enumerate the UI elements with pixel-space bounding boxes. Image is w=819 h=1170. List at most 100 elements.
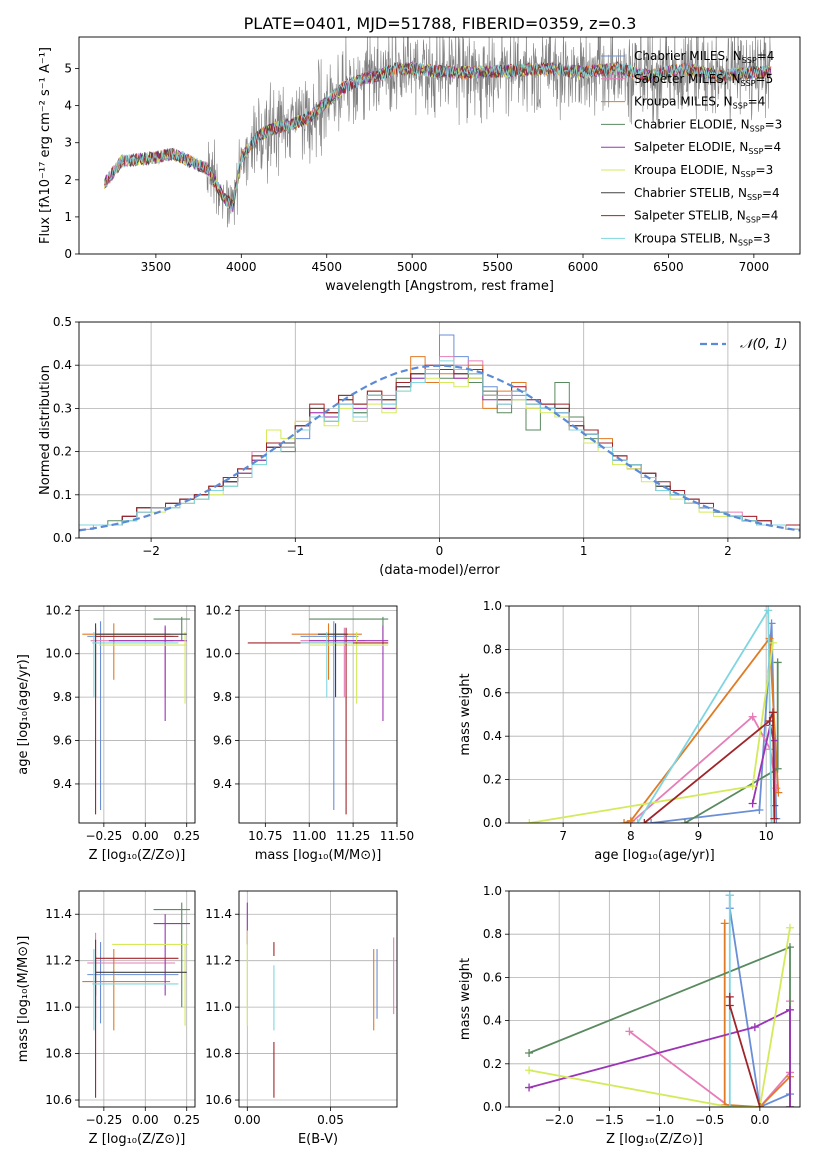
residuals-xtick-label: 0 <box>436 544 444 558</box>
legend-label-sub: SSP <box>748 147 763 156</box>
mass_weight_vs_Z-frame <box>508 890 801 1108</box>
mass_weight_vs_age-plot-area <box>509 606 800 823</box>
weight-marker <box>647 819 656 823</box>
legend-label-suffix: =3 <box>753 231 771 245</box>
weight-marker <box>765 717 774 726</box>
legend-label-suffix: =5 <box>756 72 774 86</box>
legend-label-text: Salpeter ELODIE, N <box>634 140 748 154</box>
spectrum-xtick-label: 6500 <box>653 260 684 274</box>
legend-label-text: Chabrier MILES, N <box>634 49 742 63</box>
legend-label-suffix: =4 <box>757 49 775 63</box>
weight-marker <box>773 658 782 667</box>
mass_vs_Z-xtick-label: −0.25 <box>85 1113 122 1127</box>
spectrum-xlabel: wavelength [Angstrom, rest frame] <box>325 279 554 294</box>
age_vs_Z-ytick-label: 10.0 <box>45 647 72 661</box>
legend-label-suffix: =3 <box>765 117 783 131</box>
legend-label-sub: SSP <box>747 193 762 202</box>
residuals-xtick-label: −1 <box>286 544 304 558</box>
age_vs_Z-xtick-label: 0.00 <box>132 829 159 843</box>
figure-title: PLATE=0401, MJD=51788, FIBERID=0359, z=0… <box>244 14 637 33</box>
residuals-ytick-label: 0.5 <box>53 315 72 329</box>
mass_vs_EBV-frame <box>238 890 398 1108</box>
mass_vs_EBV-panel: 0.00 0.05 10.6 10.8 11.0 11.2 11.4 E(B-V) <box>205 890 398 1147</box>
mass_weight_vs_Z-ytick-label: 0.0 <box>483 1100 502 1114</box>
legend-label-text: Salpeter MILES, N <box>634 72 741 86</box>
mass_weight_vs_Z-xtick-label: −1.5 <box>595 1113 624 1127</box>
mass_weight_vs_Z-xlabel: Z [log₁₀(Z/Z⊙)] <box>606 1132 703 1147</box>
age_vs_mass-panel: 10.75 11.00 11.25 11.50 9.4 9.6 9.8 10.0 10.2 mas… <box>205 603 414 863</box>
legend-label: Kroupa ELODIE, NSSP=3 <box>634 163 773 179</box>
spectrum-plot-area <box>104 37 772 228</box>
residuals-ytick-label: 0.0 <box>53 531 72 545</box>
legend-label: Chabrier MILES, NSSP=4 <box>634 49 774 65</box>
weight-marker <box>748 782 757 791</box>
mass_weight_vs_Z-ytick-label: 0.4 <box>483 1014 502 1028</box>
weight-marker <box>755 805 764 814</box>
mass_vs_Z-ytick-label: 11.4 <box>45 907 72 921</box>
age_vs_Z-xtick-label: 0.25 <box>173 829 200 843</box>
residuals-xtick-label: 1 <box>580 544 588 558</box>
mass_weight_vs_age-xtick-label: 10 <box>759 829 774 843</box>
mass_vs_Z-ytick-label: 11.0 <box>45 1000 72 1014</box>
spectrum-xtick-label: 6000 <box>568 260 599 274</box>
legend-label-text: Kroupa ELODIE, N <box>634 163 741 177</box>
weight-marker <box>725 992 734 1001</box>
weight-marker <box>525 819 534 823</box>
weight-line <box>623 636 780 823</box>
mass_vs_Z-ytick-label: 10.8 <box>45 1047 72 1061</box>
age_vs_mass-xtick-label: 11.25 <box>336 829 370 843</box>
mass_vs_EBV-xtick-label: 0.05 <box>317 1113 344 1127</box>
legend-label: Salpeter MILES, NSSP=5 <box>634 72 773 88</box>
weight-marker <box>626 816 635 823</box>
weight-marker <box>770 814 779 823</box>
weight-marker <box>620 819 629 823</box>
mass_weight_vs_age-ylabel: mass weight <box>458 673 473 755</box>
age_vs_Z-frame <box>78 605 196 824</box>
spectrum-xtick-label: 5500 <box>482 260 513 274</box>
age_vs_Z-ylabel: age [log₁₀(age/yr)] <box>16 654 31 775</box>
age_vs_mass-ytick-label: 9.8 <box>213 690 232 704</box>
residuals-plot-area <box>79 322 800 538</box>
weight-marker <box>680 819 689 823</box>
residuals-ylabel: Normed distribution <box>38 365 53 495</box>
legend-label-text: Chabrier STELIB, N <box>634 186 747 200</box>
weight-marker <box>785 923 794 932</box>
weight-marker <box>725 891 734 900</box>
mass_vs_Z-xtick-label: 0.25 <box>173 1113 200 1127</box>
mass_vs_EBV-xtick-label: 0.00 <box>234 1113 261 1127</box>
age_vs_mass-plot-area <box>239 606 397 823</box>
mass_vs_EBV-ytick-label: 11.0 <box>205 1000 232 1014</box>
residual-histogram <box>79 360 800 538</box>
spectrum-ytick-label: 0 <box>64 247 72 261</box>
mass_vs_Z-frame <box>78 890 196 1108</box>
age_vs_Z-ytick-label: 9.8 <box>53 690 72 704</box>
residuals-xlabel: (data-model)/error <box>379 563 500 578</box>
age_vs_Z-xlabel: Z [log₁₀(Z/Z⊙)] <box>89 848 186 863</box>
weight-line <box>643 711 776 823</box>
legend-label-suffix: =3 <box>756 163 774 177</box>
mass_vs_Z-panel: −0.25 0.00 0.25 10.6 10.8 11.0 11.2 11.4 Z [log₁… <box>16 890 200 1147</box>
spectrum-xtick-label: 3500 <box>141 260 172 274</box>
legend-label: Salpeter STELIB, NSSP=4 <box>634 209 778 225</box>
age_vs_Z-xtick-label: −0.25 <box>85 829 122 843</box>
mass_vs_EBV-xlabel: E(B-V) <box>298 1132 338 1147</box>
legend-label-text: Kroupa MILES, N <box>634 95 733 109</box>
legend-label-suffix: =4 <box>762 186 780 200</box>
weight-marker <box>750 1023 759 1032</box>
mass_weight_vs_age-xlabel: age [log₁₀(age/yr)] <box>594 848 715 863</box>
mass_weight_vs_Z-panel: −2.0 −1.5 −1.0 −0.5 0.0 0.0 0.2 0.4 0.6 0.8 1.0 Z [… <box>458 884 801 1147</box>
mass_weight_vs_age-ytick-label: 0.2 <box>483 773 502 787</box>
spectrum-ytick-label: 5 <box>64 62 72 76</box>
weight-marker <box>625 1027 634 1036</box>
legend-label-sub: SSP <box>738 238 753 247</box>
weight-marker <box>755 1103 764 1107</box>
legend-label-suffix: =4 <box>761 209 779 223</box>
spectrum-ytick-label: 3 <box>64 136 72 150</box>
weight-marker <box>768 638 777 647</box>
mass_weight_vs_age-xtick-label: 8 <box>627 829 635 843</box>
age_vs_mass-xtick-label: 10.75 <box>248 829 282 843</box>
spectrum-ytick-label: 1 <box>64 210 72 224</box>
age_vs_mass-ytick-label: 9.6 <box>213 734 232 748</box>
mass_weight_vs_age-xtick-label: 9 <box>695 829 703 843</box>
